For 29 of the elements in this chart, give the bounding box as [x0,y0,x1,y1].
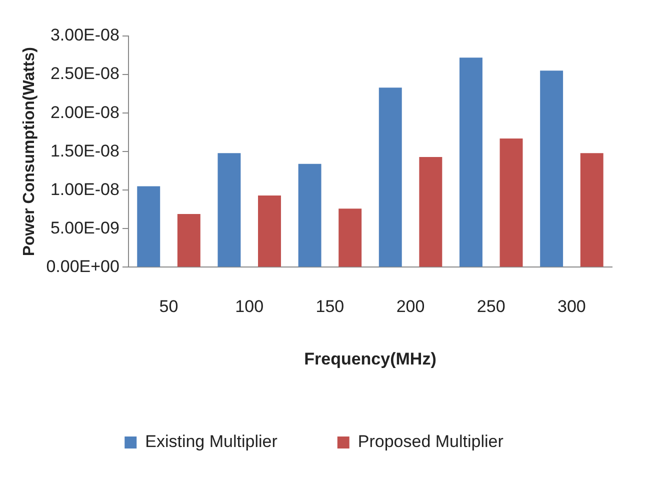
x-tick-label: 150 [316,297,344,316]
bar [378,88,402,267]
bar [298,164,322,267]
bar [459,58,482,267]
legend-label: Proposed Multiplier [358,432,504,452]
x-tick-label: 100 [235,297,264,316]
x-tick-label: 50 [159,297,178,316]
y-tick-label: 5.00E-09 [50,218,120,238]
bar [137,186,160,267]
x-tick-label: 200 [396,297,425,316]
x-axis-title: Frequency(MHz) [304,349,436,368]
y-tick-label: 1.00E-08 [50,180,120,199]
bar [419,156,442,267]
bar [177,214,200,267]
bar [500,138,523,267]
bar [580,153,604,267]
y-axis-title: Power Consumption(Watts) [21,47,38,256]
bar [258,196,281,267]
y-tick-label: 1.50E-08 [50,141,120,160]
y-tick-label: 3.00E-08 [50,26,120,45]
y-tick-label: 0.00E+00 [46,256,120,276]
y-tick-label: 2.50E-08 [50,64,120,84]
bar [540,70,564,267]
bar [338,208,362,267]
x-tick-label: 250 [476,297,506,316]
y-tick-label: 2.00E-08 [50,102,120,122]
legend-label: Existing Multiplier [145,432,278,452]
bar [218,153,241,267]
x-tick-label: 300 [558,297,586,316]
